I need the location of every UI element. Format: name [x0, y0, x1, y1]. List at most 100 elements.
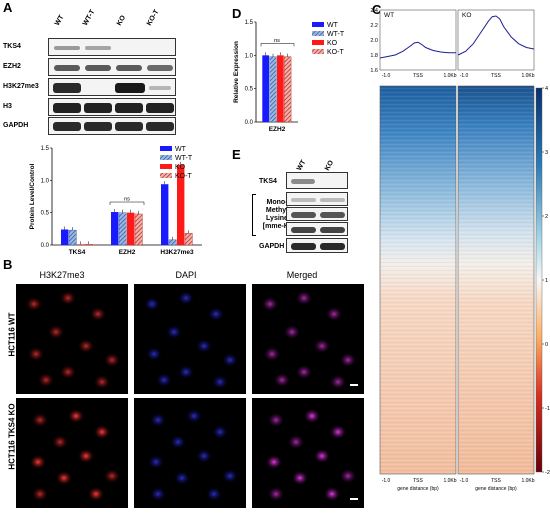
blot-a-gapdh — [48, 117, 176, 135]
micro-nucleus-1-0-5 — [78, 449, 94, 463]
blot-e-mme-1 — [286, 192, 348, 206]
blot-a-lane-3: KO-T — [145, 8, 161, 28]
chart-a-ytick-3: 1.5 — [41, 146, 50, 152]
blot-e-mme-2 — [286, 207, 348, 221]
chart-a-ytick-2: 1.0 — [41, 178, 50, 184]
blot-e-row-label-0: TKS4 — [259, 178, 277, 185]
blot-a-row-label-1: EZH2 — [3, 63, 21, 70]
micro-nucleus-1-1-6 — [222, 469, 238, 483]
chart-d-bar-0-1 — [269, 56, 277, 123]
profile-xtick-1-2: 1.0Kb — [521, 73, 534, 79]
heatmap-xlabel-0: gene distance (bp) — [397, 486, 439, 492]
micro-nucleus-0-0-4 — [78, 339, 94, 353]
micro-nucleus-0-1-0 — [144, 297, 160, 311]
heatmap-texture-1 — [458, 86, 534, 474]
micro-nucleus-1-1-5 — [196, 449, 212, 463]
chart-d: 0.0 0.5 1.0 1.5 Relative Expression EZH2 WT WT-… — [233, 20, 345, 133]
micro-nucleus-1-1-3 — [170, 435, 186, 449]
chart-a-ns-bracket — [109, 201, 145, 206]
micro-nucleus-1-0-1 — [68, 409, 84, 423]
profile-ytick-4: 1.6 — [370, 68, 378, 74]
chart-a-bar-0-2 — [77, 244, 85, 245]
micro-panels — [16, 284, 364, 508]
micro-nucleus-1-0-3 — [52, 435, 68, 449]
chart-a-bar-0-0 — [61, 229, 69, 245]
micro-scalebar-0 — [350, 384, 358, 386]
micro-nucleus-0-0-6 — [104, 353, 120, 367]
profile-ytick-2: 2.0 — [370, 38, 378, 44]
micro-nucleus-1-2-0 — [268, 413, 284, 427]
chart-a-legend-label-0: WT — [175, 146, 187, 153]
blot-a-h3k27me3 — [48, 78, 176, 96]
micro-scalebar-1 — [350, 498, 358, 500]
profile-ytick-0: 2.4 — [370, 8, 378, 14]
micro-nucleus-0-0-5 — [28, 347, 44, 361]
blot-e-lane-1: KO — [323, 159, 336, 172]
micro-nucleus-1-2-3 — [288, 435, 304, 449]
micro-nucleus-0-1-5 — [146, 347, 162, 361]
micro-nucleus-1-1-9 — [150, 487, 166, 501]
panel-label-e: E — [232, 147, 241, 162]
blot-e-gapdh — [286, 238, 348, 253]
micro-nucleus-1-1-8 — [206, 487, 222, 501]
micro-nucleus-1-2-2 — [330, 425, 346, 439]
chart-d-legend-swatch-2 — [312, 40, 324, 45]
chart-a-ytick-1: 0.5 — [41, 211, 50, 217]
blot-a-ezh2 — [48, 58, 176, 76]
chart-a-ytick-0: 0.0 — [41, 243, 50, 249]
micro-nucleus-0-2-4 — [314, 339, 330, 353]
micro-nucleus-1-0-6 — [104, 469, 120, 483]
micro-nucleus-1-0-7 — [56, 471, 72, 485]
chart-a: 0.0 0.5 1.0 1.5 Protein Level/Control TKS4 EZH… — [29, 146, 202, 256]
micro-nucleus-0-2-3 — [284, 325, 300, 339]
chart-d-legend-label-2: KO — [327, 40, 338, 47]
micro-nucleus-0-1-7 — [178, 365, 194, 379]
colorbar-tick-6: -2 — [545, 470, 550, 476]
chart-a-legend-swatch-0 — [160, 146, 172, 151]
chart-a-ns-label: ns — [124, 197, 130, 203]
micro-nucleus-1-0-4 — [30, 455, 46, 469]
heatmap-xlabel-1: gene distance (bp) — [475, 486, 517, 492]
blot-a-lane-1: WT-T — [81, 8, 97, 28]
micro-nucleus-1-2-5 — [314, 449, 330, 463]
chart-d-legend-label-3: KO-T — [327, 49, 344, 56]
chart-a-bar-0-3 — [84, 244, 93, 246]
chart-d-bar-0-3 — [284, 56, 292, 123]
chart-a-bar-2-3 — [184, 233, 193, 246]
micro-nucleus-0-2-2 — [326, 307, 342, 321]
profile-title-0: WT — [384, 12, 394, 19]
micro-nucleus-1-1-2 — [212, 425, 228, 439]
profile-ytick-1: 2.2 — [370, 23, 378, 29]
chart-a-ylabel: Protein Level/Control — [29, 163, 36, 229]
chart-a-legend-swatch-1 — [160, 155, 172, 160]
micro-col-title-2: Merged — [286, 270, 318, 280]
heatmap-xtick-0-1: TSS — [413, 478, 423, 484]
profile-line-0 — [379, 41, 456, 59]
heatmap-xtick-0-0: -1.0 — [382, 478, 391, 484]
heatmap-xtick-0-2: 1.0Kb — [443, 478, 456, 484]
heatmap-svg: 2.4 2.2 2.0 1.8 1.6 WT -1.0 TSS 1.0Kb -1.0 TSS 1.0K… — [370, 8, 550, 492]
chart-a-bar-1-2 — [127, 212, 135, 245]
micro-nucleus-0-2-6 — [340, 353, 356, 367]
micro-nucleus-0-1-6 — [222, 353, 238, 367]
blot-e-lane-0: WT — [295, 159, 308, 172]
micro-nucleus-1-2-8 — [324, 487, 340, 501]
blot-a-row-label-3: H3 — [3, 103, 12, 110]
profile-line-1 — [457, 15, 535, 56]
chart-d-xtick-0: EZH2 — [269, 126, 286, 133]
heatmap-xtick-1-2: 1.0Kb — [521, 478, 534, 484]
blot-a-row-label-0: TKS4 — [3, 43, 21, 50]
chart-a-legend-label-1: WT-T — [175, 155, 193, 162]
micro-nucleus-0-1-3 — [166, 325, 182, 339]
chart-d-ns-label: ns — [274, 38, 280, 44]
chart-d-legend-label-1: WT-T — [327, 31, 345, 38]
chart-a-legend-label-2: KO — [175, 164, 186, 171]
panel-label-c: C — [372, 2, 382, 17]
panel-label-a: A — [3, 0, 13, 15]
colorbar-tick-2: 2 — [545, 214, 548, 220]
blot-a-h3 — [48, 98, 176, 116]
micro-nucleus-0-0-7 — [60, 365, 76, 379]
chart-d-ytick-1: 0.5 — [245, 87, 254, 93]
profile-xtick-1-1: TSS — [491, 73, 501, 79]
heatmap-texture-0 — [380, 86, 456, 474]
